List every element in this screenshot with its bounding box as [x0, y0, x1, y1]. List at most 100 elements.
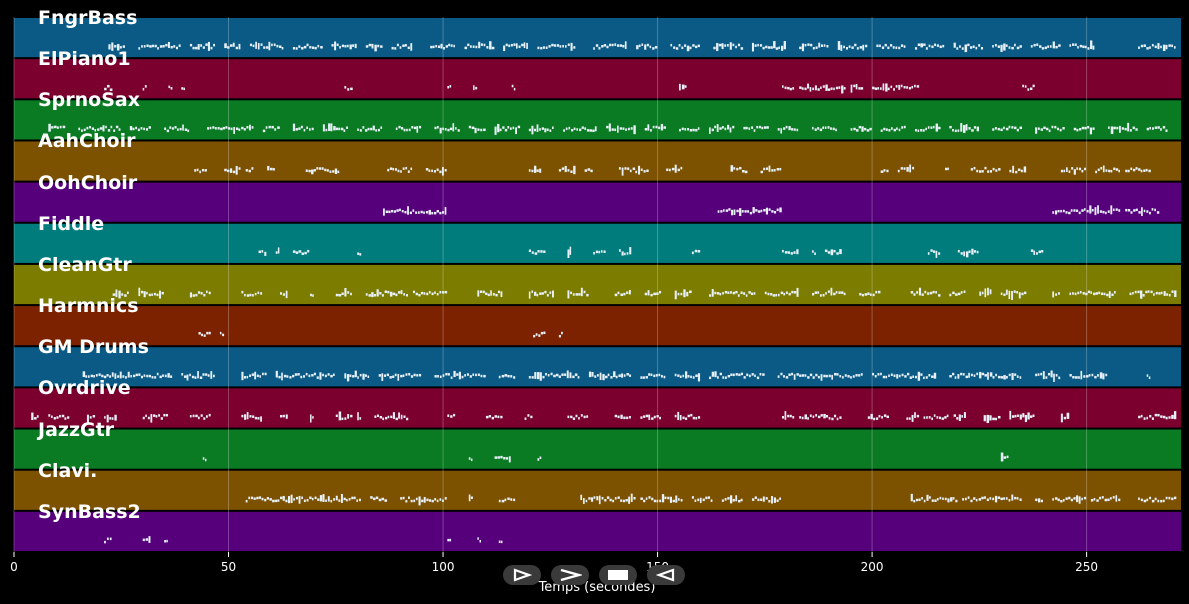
note [266, 497, 269, 500]
note [731, 209, 734, 216]
note [425, 168, 429, 171]
note [1076, 167, 1078, 170]
note [500, 455, 503, 459]
note [843, 292, 846, 296]
note [709, 127, 711, 134]
note [249, 374, 252, 378]
note [648, 414, 651, 420]
note [1016, 291, 1019, 294]
note [321, 167, 324, 170]
note [164, 374, 167, 378]
note [154, 376, 157, 379]
note [401, 209, 404, 213]
note [619, 44, 623, 47]
note [394, 168, 398, 171]
note [395, 293, 398, 297]
note [99, 127, 103, 130]
note [895, 46, 898, 49]
note [513, 376, 516, 379]
note [241, 290, 244, 294]
note [594, 375, 597, 378]
note [534, 252, 538, 255]
note [1151, 208, 1154, 211]
note [1102, 373, 1105, 380]
note [825, 292, 827, 295]
play-back-button[interactable] [647, 565, 685, 585]
note [1053, 373, 1055, 382]
note [740, 47, 744, 50]
note [1068, 496, 1071, 500]
note [1135, 128, 1138, 131]
note [505, 43, 508, 47]
note [1035, 252, 1038, 255]
note [1160, 45, 1162, 49]
note [197, 371, 199, 379]
note [186, 374, 189, 381]
note [624, 41, 627, 50]
note [59, 414, 61, 418]
note [674, 373, 677, 377]
note [402, 167, 405, 170]
note [651, 417, 654, 420]
note [1032, 84, 1035, 88]
note [1162, 415, 1166, 419]
note [439, 127, 442, 134]
note [252, 294, 254, 297]
note [292, 47, 295, 50]
note [935, 123, 939, 132]
note [743, 126, 746, 130]
note [955, 293, 958, 296]
note [981, 170, 984, 173]
note [825, 84, 828, 91]
note [1145, 168, 1148, 172]
note [976, 169, 979, 173]
fast-forward-button[interactable] [551, 565, 589, 585]
note [1105, 169, 1108, 172]
note [817, 127, 820, 130]
note [1062, 209, 1065, 213]
note [1012, 165, 1015, 174]
note [893, 128, 896, 132]
note [818, 42, 821, 48]
note [298, 127, 301, 130]
note [181, 87, 184, 90]
note [197, 44, 200, 50]
note [627, 127, 630, 131]
track-notes-9 [31, 410, 1177, 424]
note [1157, 413, 1160, 417]
note [503, 456, 506, 460]
note [630, 493, 633, 502]
note [48, 414, 51, 417]
note [400, 374, 403, 378]
note [444, 168, 447, 172]
note [697, 373, 701, 382]
note [195, 414, 198, 418]
note [1160, 415, 1163, 418]
note [768, 165, 771, 172]
note [165, 413, 169, 417]
note [112, 293, 116, 296]
note [533, 334, 536, 338]
note [421, 499, 424, 503]
play-forward-button[interactable] [503, 565, 541, 585]
stop-button[interactable] [599, 565, 637, 585]
note [1147, 290, 1150, 293]
note [171, 127, 174, 130]
note [983, 415, 986, 422]
track-label: ElPiano1 [38, 48, 131, 71]
note [1000, 292, 1003, 296]
note [344, 44, 347, 48]
note [874, 374, 877, 378]
note [1146, 498, 1149, 502]
note [51, 415, 53, 419]
note [297, 373, 300, 376]
note [1076, 209, 1079, 213]
note [711, 128, 714, 132]
note [702, 498, 705, 502]
note [879, 87, 882, 90]
note [929, 496, 931, 499]
note [338, 411, 342, 421]
note [207, 41, 211, 51]
note [1129, 129, 1132, 132]
note [1011, 494, 1014, 501]
